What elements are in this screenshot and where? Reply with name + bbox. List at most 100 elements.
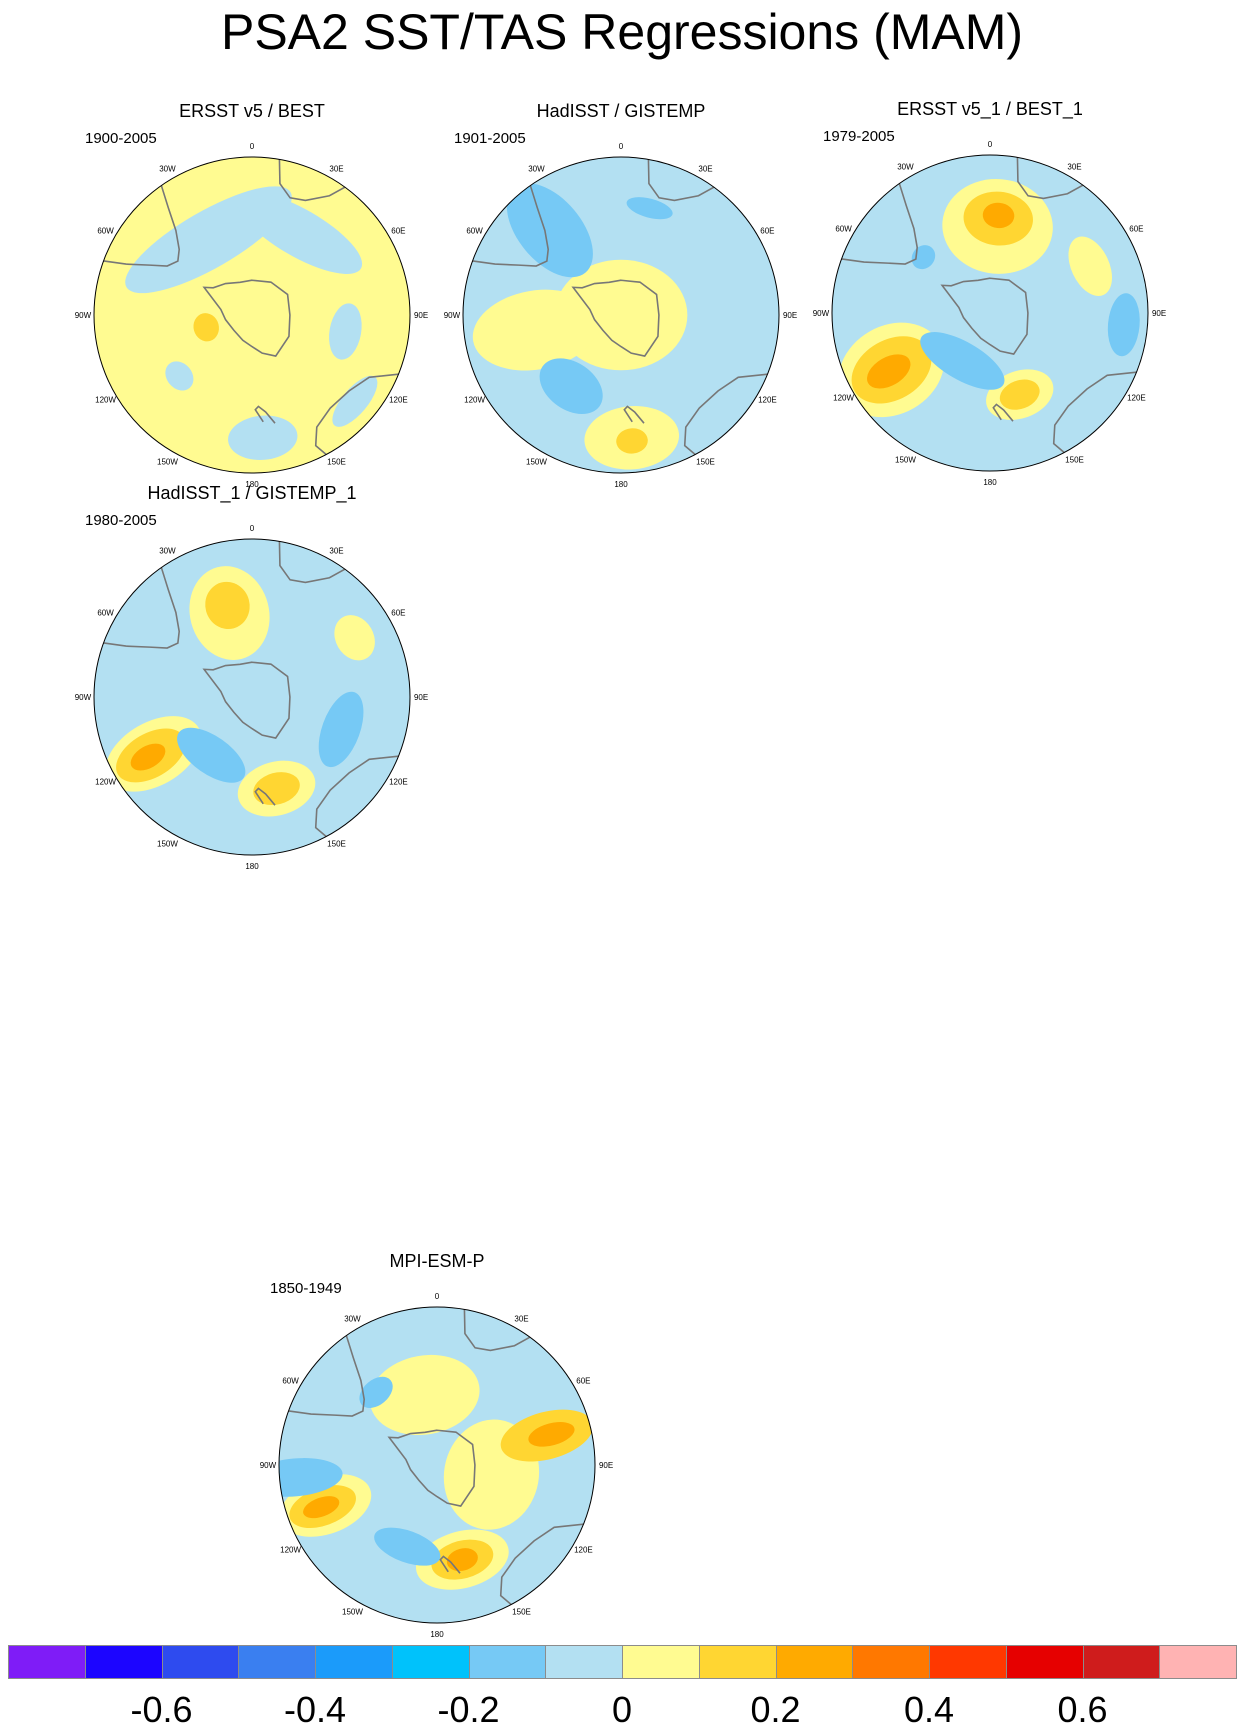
colorbar-swatch [8, 1645, 86, 1679]
panel-period: 1901-2005 [454, 130, 526, 147]
colorbar-swatch [84, 1645, 163, 1679]
map-border [831, 154, 1149, 472]
longitude-label: 150W [526, 457, 547, 466]
panel-period: 1900-2005 [85, 130, 157, 147]
regression-anomaly [318, 691, 364, 768]
longitude-label: 30E [1067, 163, 1081, 172]
longitude-label: 60E [1129, 224, 1143, 233]
antarctica-outline [202, 661, 291, 739]
regression-anomaly [369, 1354, 480, 1436]
regression-anomaly [193, 313, 219, 342]
regression-anomaly [446, 1548, 478, 1572]
panel-title: MPI-ESM-P [389, 1251, 485, 1271]
antarctica-outline [387, 1429, 476, 1507]
map-border [93, 538, 411, 856]
polar-map: 0 30E 60E 90E 120E 150E 180 150W 120W 90W 60W 30W [260, 1292, 613, 1639]
new-zealand-outline [992, 403, 1014, 422]
longitude-label: 30W [159, 547, 176, 556]
longitude-label: 60E [760, 226, 774, 235]
longitude-label: 60E [391, 226, 405, 235]
longitude-label: 0 [250, 142, 255, 151]
longitude-label: 150W [342, 1607, 363, 1616]
south-america-outline [103, 567, 181, 649]
regression-anomaly [528, 1422, 575, 1447]
antarctica-outline [940, 277, 1029, 355]
colorbar-swatch [238, 1645, 316, 1679]
longitude-label: 90W [75, 311, 92, 320]
longitude-label: 120W [464, 396, 485, 405]
longitude-label: 60W [466, 226, 483, 235]
longitude-label: 90W [75, 693, 92, 702]
colorbar-swatch [468, 1645, 547, 1679]
panel-title: ERSST v5_1 / BEST_1 [897, 99, 1083, 119]
colorbar-swatch [1082, 1645, 1161, 1679]
longitude-label: 30E [698, 165, 712, 174]
longitude-label: 120W [280, 1546, 301, 1555]
south-america-outline [103, 185, 181, 267]
antarctica-outline [202, 279, 291, 357]
regression-anomaly [539, 358, 603, 415]
panel-title: HadISST / GISTEMP [536, 101, 706, 121]
longitude-label: 30E [329, 547, 343, 556]
colorbar-swatch [622, 1645, 700, 1679]
longitude-label: 0 [619, 142, 624, 151]
longitude-label: 180 [983, 478, 997, 487]
colorbar-tick-label: -0.6 [130, 1689, 193, 1730]
longitude-label: 150W [157, 839, 178, 848]
map-background [279, 1307, 595, 1623]
map-border [93, 156, 411, 474]
regression-anomaly [374, 1527, 441, 1566]
longitude-label: 150E [696, 457, 715, 466]
colorbar-swatch [775, 1645, 854, 1679]
colorbar-swatch [852, 1645, 930, 1679]
longitude-label: 150E [327, 839, 346, 848]
longitude-label: 90E [599, 1461, 613, 1470]
longitude-label: 90E [414, 693, 428, 702]
longitude-label: 120E [389, 396, 408, 405]
figure-title: PSA2 SST/TAS Regressions (MAM) [220, 4, 1024, 60]
longitude-label: 180 [245, 480, 259, 489]
map-panel-mpi-esm-p: MPI-ESM-P 1850-1949 0 30E 60E 90E 120E 150E 18… [252, 1250, 622, 1639]
regression-anomaly [616, 428, 648, 454]
colorbar-swatch [698, 1645, 777, 1679]
colorbar-swatch [929, 1645, 1007, 1679]
longitude-label: 60W [97, 608, 114, 617]
longitude-label: 150W [157, 457, 178, 466]
panel-title: ERSST v5 / BEST [179, 101, 325, 121]
map-border [462, 156, 780, 474]
panel-period: 1980-2005 [85, 512, 157, 529]
longitude-label: 60W [282, 1376, 299, 1385]
longitude-label: 120E [574, 1546, 593, 1555]
panel-period: 1979-2005 [823, 128, 895, 145]
regression-anomaly [334, 615, 375, 661]
regression-anomaly [626, 197, 673, 220]
longitude-label: 30W [528, 165, 545, 174]
regression-anomaly [999, 379, 1040, 410]
colorbar-swatch [1159, 1645, 1237, 1679]
longitude-label: 30E [514, 1315, 528, 1324]
longitude-label: 120W [833, 394, 854, 403]
longitude-label: 60E [576, 1376, 590, 1385]
colorbar-swatch [1005, 1645, 1084, 1679]
africa-outline [647, 159, 715, 202]
regression-anomaly [236, 191, 363, 274]
longitude-label: 120E [758, 396, 777, 405]
map-panel-ersst1-best1: ERSST v5_1 / BEST_1 1979-2005 0 30E 60E 90E… [805, 98, 1175, 487]
longitude-label: 0 [435, 1292, 440, 1301]
longitude-label: 60W [835, 224, 852, 233]
longitude-label: 30W [897, 163, 914, 172]
regression-anomaly [506, 183, 593, 278]
colorbar-swatch [161, 1645, 240, 1679]
colorbar-tick-label: 0.2 [750, 1689, 801, 1730]
new-zealand-outline [439, 1555, 461, 1574]
longitude-label: 150E [327, 457, 346, 466]
longitude-label: 120E [1127, 394, 1146, 403]
regression-anomaly [329, 303, 362, 360]
regression-anomaly [253, 772, 300, 806]
polar-map: 0 30E 60E 90E 120E 150E 180 150W 120W 90W 60W 30W [75, 524, 428, 871]
australia-outline [499, 1523, 584, 1606]
longitude-label: 90E [414, 311, 428, 320]
south-america-outline [288, 1335, 366, 1417]
polar-map: 0 30E 60E 90E 120E 150E 180 150W 120W 90W 60W 30W [444, 142, 797, 489]
longitude-label: 150E [512, 1607, 531, 1616]
